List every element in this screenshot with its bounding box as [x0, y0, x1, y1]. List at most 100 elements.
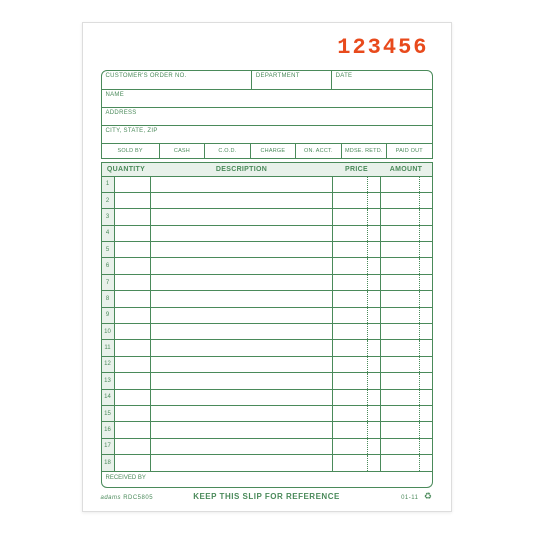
line-cell[interactable]: [115, 439, 151, 455]
line-cell[interactable]: [381, 455, 433, 471]
line-cell[interactable]: [151, 324, 333, 340]
payment-method-cell[interactable]: CHARGE: [251, 144, 296, 158]
line-item-row[interactable]: 14: [101, 390, 433, 406]
line-cell[interactable]: [115, 275, 151, 291]
payment-method-cell[interactable]: SOLD BY: [102, 144, 160, 158]
line-cell[interactable]: [151, 226, 333, 242]
line-cell[interactable]: [333, 373, 381, 389]
line-cell[interactable]: [333, 177, 381, 193]
line-cell[interactable]: [381, 177, 433, 193]
line-cell[interactable]: [115, 390, 151, 406]
line-cell[interactable]: [333, 275, 381, 291]
line-item-row[interactable]: 15: [101, 406, 433, 422]
line-cell[interactable]: [381, 373, 433, 389]
header-field[interactable]: ADDRESS: [102, 107, 432, 125]
line-cell[interactable]: [151, 258, 333, 274]
line-cell[interactable]: [333, 357, 381, 373]
line-cell[interactable]: [151, 455, 333, 471]
line-cell[interactable]: [333, 209, 381, 225]
line-item-row[interactable]: 10: [101, 324, 433, 340]
line-cell[interactable]: [381, 357, 433, 373]
line-cell[interactable]: [115, 324, 151, 340]
line-cell[interactable]: [115, 291, 151, 307]
line-cell[interactable]: [381, 258, 433, 274]
line-cell[interactable]: [333, 242, 381, 258]
line-cell[interactable]: [333, 340, 381, 356]
header-field[interactable]: CITY, STATE, ZIP: [102, 125, 432, 143]
line-cell[interactable]: [381, 340, 433, 356]
line-cell[interactable]: [115, 357, 151, 373]
line-cell[interactable]: [115, 340, 151, 356]
received-by-field[interactable]: RECEIVED BY: [101, 472, 433, 488]
line-cell[interactable]: [333, 258, 381, 274]
line-cell[interactable]: [381, 439, 433, 455]
line-cell[interactable]: [381, 308, 433, 324]
line-cell[interactable]: [151, 308, 333, 324]
line-cell[interactable]: [151, 357, 333, 373]
line-item-row[interactable]: 13: [101, 373, 433, 389]
line-cell[interactable]: [333, 422, 381, 438]
line-cell[interactable]: [381, 291, 433, 307]
line-cell[interactable]: [381, 193, 433, 209]
line-cell[interactable]: [115, 422, 151, 438]
line-cell[interactable]: [151, 275, 333, 291]
line-cell[interactable]: [333, 455, 381, 471]
line-cell[interactable]: [333, 390, 381, 406]
line-cell[interactable]: [381, 275, 433, 291]
line-cell[interactable]: [381, 324, 433, 340]
line-cell[interactable]: [333, 226, 381, 242]
payment-method-cell[interactable]: PAID OUT: [387, 144, 431, 158]
line-cell[interactable]: [381, 390, 433, 406]
line-cell[interactable]: [151, 406, 333, 422]
line-cell[interactable]: [115, 242, 151, 258]
line-item-row[interactable]: 2: [101, 193, 433, 209]
payment-method-cell[interactable]: MDSE. RETD.: [342, 144, 387, 158]
line-cell[interactable]: [115, 373, 151, 389]
line-cell[interactable]: [115, 455, 151, 471]
line-cell[interactable]: [333, 291, 381, 307]
line-cell[interactable]: [333, 406, 381, 422]
line-cell[interactable]: [151, 209, 333, 225]
line-cell[interactable]: [151, 193, 333, 209]
line-item-row[interactable]: 5: [101, 242, 433, 258]
line-cell[interactable]: [381, 422, 433, 438]
line-cell[interactable]: [333, 324, 381, 340]
line-item-row[interactable]: 6: [101, 258, 433, 274]
line-cell[interactable]: [381, 209, 433, 225]
line-cell[interactable]: [151, 373, 333, 389]
line-cell[interactable]: [151, 291, 333, 307]
line-cell[interactable]: [115, 193, 151, 209]
header-field[interactable]: NAME: [102, 89, 432, 107]
line-cell[interactable]: [333, 193, 381, 209]
header-field[interactable]: DATE: [332, 71, 432, 89]
line-cell[interactable]: [333, 308, 381, 324]
line-item-row[interactable]: 12: [101, 357, 433, 373]
line-cell[interactable]: [115, 226, 151, 242]
line-item-row[interactable]: 4: [101, 226, 433, 242]
line-item-row[interactable]: 3: [101, 209, 433, 225]
line-cell[interactable]: [381, 242, 433, 258]
line-item-row[interactable]: 8: [101, 291, 433, 307]
line-cell[interactable]: [151, 340, 333, 356]
line-item-row[interactable]: 16: [101, 422, 433, 438]
line-cell[interactable]: [115, 258, 151, 274]
line-cell[interactable]: [115, 308, 151, 324]
header-field[interactable]: CUSTOMER'S ORDER NO.: [102, 71, 252, 89]
line-cell[interactable]: [381, 406, 433, 422]
line-cell[interactable]: [151, 390, 333, 406]
payment-method-cell[interactable]: C.O.D.: [205, 144, 250, 158]
payment-method-cell[interactable]: CASH: [160, 144, 205, 158]
line-item-row[interactable]: 17: [101, 439, 433, 455]
line-cell[interactable]: [151, 242, 333, 258]
line-item-row[interactable]: 7: [101, 275, 433, 291]
header-field[interactable]: DEPARTMENT: [252, 71, 332, 89]
line-item-row[interactable]: 1: [101, 177, 433, 193]
line-cell[interactable]: [151, 439, 333, 455]
line-cell[interactable]: [115, 177, 151, 193]
line-cell[interactable]: [381, 226, 433, 242]
line-cell[interactable]: [115, 406, 151, 422]
line-item-row[interactable]: 9: [101, 308, 433, 324]
line-cell[interactable]: [151, 422, 333, 438]
line-item-row[interactable]: 11: [101, 340, 433, 356]
line-cell[interactable]: [333, 439, 381, 455]
